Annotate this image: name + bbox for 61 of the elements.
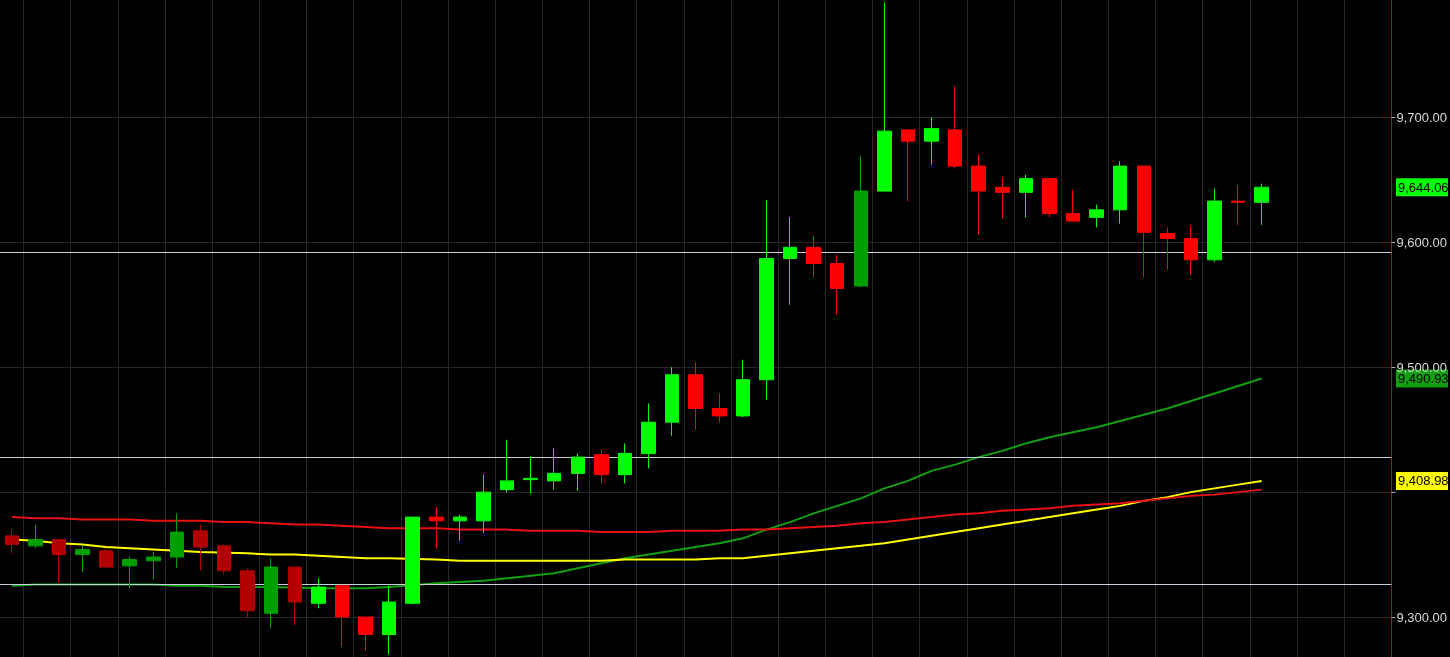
candlestick [1184,225,1198,276]
text: 9,644.06 [1398,179,1449,195]
line-series [10,377,1263,590]
candlestick [688,361,703,431]
candlestick [1019,174,1033,218]
candlestick [75,545,90,573]
candlestick [476,474,491,534]
candlestick [1066,189,1080,222]
candlestick [429,506,444,549]
candlestick [1160,226,1175,271]
text: 9,408.98 [1398,473,1449,489]
candlestick [1231,184,1245,226]
candlestick [830,254,844,316]
line-series [10,488,1263,534]
candlestick [1113,160,1127,225]
candlestick [995,176,1010,220]
candlestick [547,447,561,491]
candlestick [877,2,892,192]
candlestick [854,155,868,288]
candlestick [1207,188,1222,263]
candlestick [500,439,514,493]
candlestick [264,557,278,629]
candlestick [1254,183,1269,226]
candlestick [806,235,821,278]
candlestick [193,524,208,572]
candlestick [948,85,962,170]
candlestick [453,514,467,542]
candlestick [52,539,66,583]
candlestick [99,547,113,569]
candlestick [358,616,373,652]
candlestick [736,359,750,418]
candlestick [571,452,585,492]
candlestick [783,216,797,306]
candlestick [28,524,43,549]
candlestick [523,455,538,494]
y-tick-label: 9,600.00 [1396,234,1448,250]
candlestick [924,116,939,166]
candlestick [1042,178,1057,218]
candlestick [405,516,420,606]
candlestick [1137,165,1151,278]
candlestick [5,529,19,554]
candlestick [641,402,656,469]
candlestick [240,567,255,618]
candlestick [146,551,161,581]
candlestick [288,566,302,627]
candlestick [382,585,396,655]
candlestick [311,577,326,609]
y-tick-label: 9,300.00 [1396,609,1448,625]
candlestick [901,129,915,202]
candlestick [122,555,137,589]
candlestick [759,199,774,401]
candlestick [712,392,727,423]
candlestick [1089,204,1104,228]
candlestick [170,512,184,569]
candlestick [217,544,231,576]
candlestick [665,366,679,437]
candlestick [594,449,609,484]
candlestick [971,154,986,236]
candlestick [335,584,349,648]
candlestick [618,442,632,484]
y-tick-label: 9,700.00 [1396,109,1448,125]
